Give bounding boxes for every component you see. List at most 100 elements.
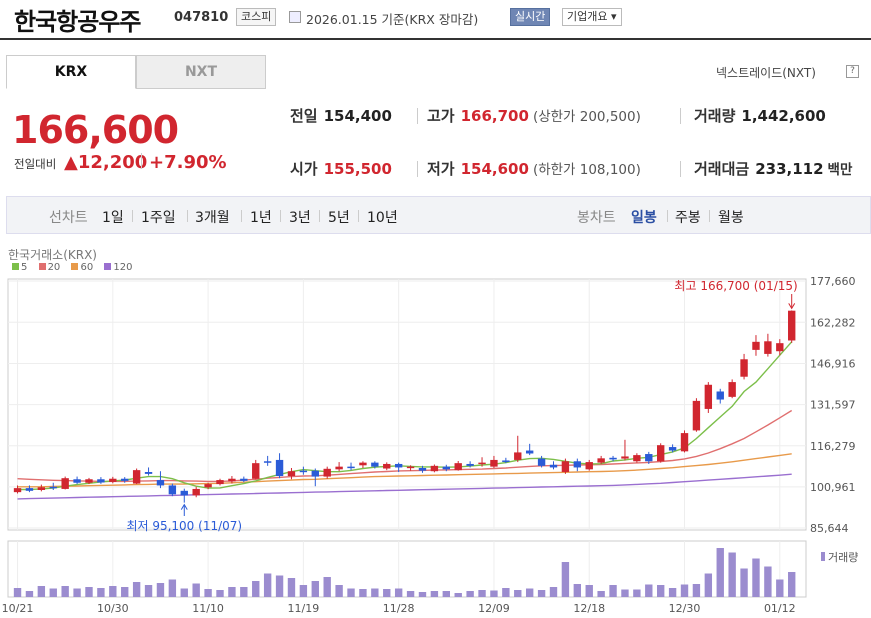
candle (252, 459, 260, 480)
period-3y[interactable]: 3년 (289, 210, 311, 226)
candle-monthly[interactable]: 월봉 (718, 210, 744, 226)
x-tick-label: 11/10 (192, 602, 224, 615)
candle-body (454, 463, 462, 471)
period-1w[interactable]: 1주일 (141, 210, 176, 226)
stat-unit: 백만 (827, 162, 853, 178)
candle-body (109, 478, 117, 482)
candle-body (704, 384, 713, 409)
realtime-button[interactable]: 실시간 (510, 8, 551, 26)
stat-sub: (하한가 108,100) (532, 162, 641, 178)
volume-bar (97, 588, 105, 597)
candle-body (466, 463, 474, 466)
help-icon[interactable]: ? (846, 65, 859, 78)
volume-bar (73, 588, 81, 597)
volume-bar (597, 591, 605, 597)
candle-body (788, 310, 796, 341)
candle (73, 476, 81, 485)
candle (37, 484, 46, 492)
volume-bar (525, 588, 534, 597)
volume-bar (657, 585, 665, 597)
candle (371, 461, 379, 469)
low-annotation: 최저 95,100 (11/07) (126, 519, 242, 533)
candle-body (323, 468, 331, 477)
volume-legend-label: 거래량 (828, 551, 858, 564)
candle (621, 439, 629, 461)
candle-body (180, 490, 188, 496)
stock-header: 한국항공우주 047810 코스피 2026.01.15 기준(KRX 장마감)… (0, 0, 871, 40)
candle-body (168, 485, 177, 495)
candle-body (144, 472, 153, 474)
volume-bar (263, 573, 272, 597)
stat-value: 154,400 (323, 107, 392, 125)
candle (323, 466, 331, 479)
high-arrow-head (788, 303, 796, 310)
candle-body (49, 486, 57, 489)
nextrade-link[interactable]: 넥스트레이드(NXT) (716, 66, 816, 80)
x-tick-label: 10/30 (97, 602, 129, 615)
candle-body (204, 484, 212, 488)
candle-body (240, 478, 248, 481)
period-1d[interactable]: 1일 (102, 210, 124, 226)
candle-body (335, 466, 343, 470)
candle (597, 455, 605, 464)
divider (680, 108, 681, 124)
y-tick-label: 100,961 (810, 481, 856, 494)
candle (585, 459, 593, 471)
y-tick-label: 85,644 (810, 522, 849, 535)
volume-bar (442, 591, 450, 597)
company-overview-dropdown[interactable]: 기업개요 ▾ (562, 8, 622, 26)
volume-bar (204, 589, 212, 597)
divider (417, 108, 418, 124)
x-tick-label: 11/19 (288, 602, 320, 615)
candle-body (263, 461, 272, 463)
stat-amount: 거래대금 233,112 백만 (694, 158, 852, 179)
volume-bar (371, 588, 379, 597)
candle (418, 465, 427, 473)
volume-bar (716, 548, 724, 597)
divider (132, 210, 133, 222)
stat-value: 166,700 (460, 107, 529, 125)
divider (187, 210, 188, 222)
candle (788, 310, 796, 343)
y-tick-label: 162,282 (810, 316, 856, 329)
volume-bar (776, 579, 784, 597)
candle (537, 455, 546, 468)
volume-bar (406, 591, 415, 597)
candle (204, 482, 212, 490)
candle (645, 451, 653, 464)
volume-bar (335, 585, 343, 597)
candle-body (549, 464, 558, 468)
period-3m[interactable]: 3개월 (195, 210, 230, 226)
volume-bar (692, 584, 701, 597)
stat-value: 1,442,600 (741, 107, 826, 125)
tab-nxt[interactable]: NXT (136, 55, 266, 89)
period-10y[interactable]: 10년 (367, 210, 398, 226)
volume-bar (132, 582, 141, 597)
volume-bar (13, 588, 22, 597)
divider (667, 210, 668, 222)
change-percent: +7.90% (149, 152, 227, 173)
volume-bar (704, 573, 713, 597)
candle-body (740, 359, 748, 377)
period-1y[interactable]: 1년 (250, 210, 272, 226)
volume-bar (680, 584, 689, 597)
volume-bar (144, 585, 153, 597)
volume-bar (585, 585, 593, 597)
candle-body (228, 478, 236, 482)
ma20-line (17, 409, 793, 483)
volume-bar (764, 566, 772, 597)
tab-krx[interactable]: KRX (6, 55, 136, 89)
volume-bar (537, 590, 546, 597)
candle-body (537, 458, 546, 466)
candle-daily[interactable]: 일봉 (631, 210, 657, 226)
period-5y[interactable]: 5년 (328, 210, 350, 226)
candle-body (752, 341, 760, 350)
volume-bar (359, 589, 367, 597)
candle-weekly[interactable]: 주봉 (675, 210, 701, 226)
candle (633, 453, 641, 463)
stat-label: 저가 (427, 160, 455, 178)
candle-body (156, 480, 165, 486)
candle (156, 471, 165, 489)
volume-bar (788, 572, 796, 597)
